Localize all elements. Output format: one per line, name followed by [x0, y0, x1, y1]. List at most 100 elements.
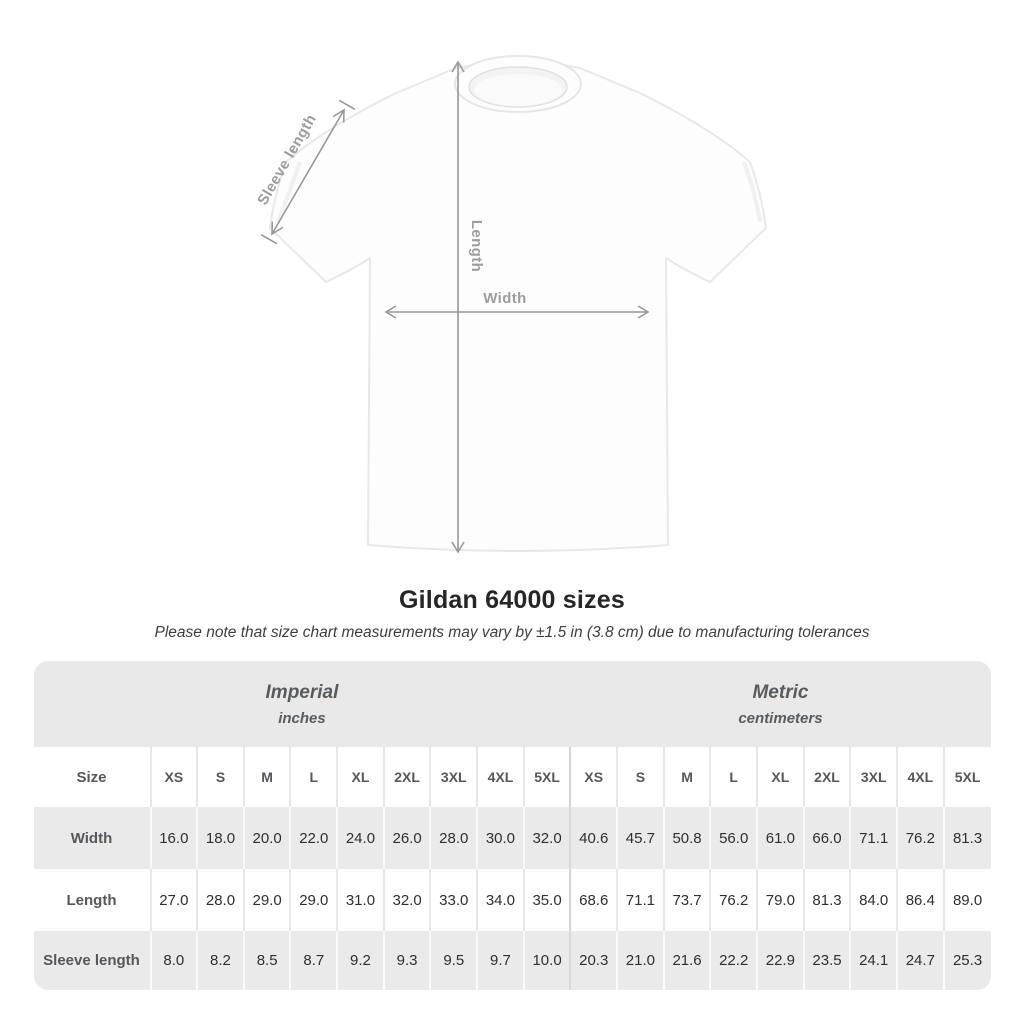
- value-cell: 24.7: [896, 931, 944, 990]
- value-cell: 76.2: [896, 807, 944, 869]
- value-cell: 56.0: [709, 807, 758, 869]
- value-cell: 8.5: [242, 931, 291, 990]
- value-cell: 35.0: [522, 869, 571, 931]
- value-cell: 23.5: [802, 931, 851, 990]
- value-cell: 16.0: [149, 807, 198, 869]
- value-cell: 22.9: [756, 931, 804, 990]
- value-cell: 79.0: [756, 869, 804, 931]
- table-row: Width 16.0 18.0 20.0 22.0 24.0 26.0 28.0 30.0 32.…: [33, 807, 991, 869]
- tshirt-image: Sleeve length Length Width: [254, 55, 767, 554]
- value-cell: 21.0: [616, 931, 664, 990]
- page-title: Gildan 64000 sizes: [399, 586, 625, 614]
- value-cell: 24.1: [849, 931, 897, 990]
- size-col-header: 3XL: [849, 747, 897, 807]
- size-col-header: 5XL: [522, 747, 571, 807]
- size-col-header: S: [196, 747, 244, 807]
- size-table: Imperial inches Metric centimeters Size …: [33, 661, 991, 990]
- imperial-unit-label: inches: [278, 709, 326, 727]
- value-cell: 8.0: [149, 931, 198, 990]
- value-cell: 32.0: [382, 869, 431, 931]
- value-cell: 71.1: [616, 869, 664, 931]
- value-cell: 81.3: [802, 869, 851, 931]
- table-row: Length 27.0 28.0 29.0 29.0 31.0 32.0 33.0 34.0 35…: [33, 869, 991, 931]
- size-col-header: XL: [756, 747, 804, 807]
- value-cell: 10.0: [522, 931, 571, 990]
- value-cell: 86.4: [896, 869, 944, 931]
- value-cell: 25.3: [942, 931, 991, 990]
- value-cell: 24.0: [336, 807, 384, 869]
- value-cell: 9.2: [336, 931, 384, 990]
- width-label: Width: [483, 290, 527, 307]
- size-header-row: Size XS S M L XL 2XL 3XL 4XL 5XL XS S M L XL 2XL 3XL 4XL…: [33, 747, 991, 807]
- value-cell: 71.1: [849, 807, 897, 869]
- width-arrow: [384, 305, 650, 319]
- value-cell: 8.2: [196, 931, 244, 990]
- value-cell: 61.0: [756, 807, 804, 869]
- value-cell: 28.0: [196, 869, 244, 931]
- metric-label: Metric: [752, 681, 809, 703]
- size-col-header: L: [709, 747, 758, 807]
- size-col-header: XS: [149, 747, 198, 807]
- size-column-header: Size: [33, 747, 151, 807]
- value-cell: 22.0: [289, 807, 338, 869]
- size-col-header: 4XL: [896, 747, 944, 807]
- value-cell: 66.0: [802, 807, 851, 869]
- tshirt-silhouette: [269, 61, 767, 552]
- table-row: Sleeve length 8.0 8.2 8.5 8.7 9.2 9.3 9.5 9.7 10.…: [33, 931, 991, 990]
- value-cell: 9.5: [429, 931, 478, 990]
- value-cell: 18.0: [196, 807, 244, 869]
- collar-back: [474, 74, 562, 106]
- value-cell: 27.0: [149, 869, 198, 931]
- tolerance-note: Please note that size chart measurements…: [154, 624, 870, 641]
- value-cell: 73.7: [662, 869, 711, 931]
- unit-group-row: Imperial inches Metric centimeters: [33, 661, 991, 747]
- imperial-group-header: Imperial inches: [33, 661, 571, 747]
- size-col-header: 3XL: [429, 747, 478, 807]
- caption: Gildan 64000 sizes Please note that size…: [0, 586, 1024, 642]
- value-cell: 32.0: [522, 807, 571, 869]
- value-cell: 31.0: [336, 869, 384, 931]
- value-cell: 9.7: [476, 931, 524, 990]
- metric-group-header: Metric centimeters: [570, 661, 991, 747]
- size-col-header: S: [616, 747, 664, 807]
- value-cell: 89.0: [942, 869, 991, 931]
- value-cell: 81.3: [942, 807, 991, 869]
- value-cell: 40.6: [569, 807, 618, 869]
- value-cell: 33.0: [429, 869, 478, 931]
- imperial-label: Imperial: [265, 681, 339, 703]
- value-cell: 76.2: [709, 869, 758, 931]
- value-cell: 84.0: [849, 869, 897, 931]
- size-col-header: XS: [569, 747, 618, 807]
- row-label: Sleeve length: [33, 931, 151, 990]
- value-cell: 50.8: [662, 807, 711, 869]
- sleeve-fold-shading: [276, 161, 302, 223]
- size-col-header: 2XL: [802, 747, 851, 807]
- shirt-measurement-diagram: Sleeve length Length Width: [254, 55, 767, 554]
- size-col-header: 2XL: [382, 747, 431, 807]
- value-cell: 28.0: [429, 807, 478, 869]
- value-cell: 30.0: [476, 807, 524, 869]
- value-cell: 29.0: [289, 869, 338, 931]
- size-col-header: 5XL: [942, 747, 991, 807]
- length-label: Length: [468, 220, 485, 272]
- value-cell: 21.6: [662, 931, 711, 990]
- value-cell: 9.3: [382, 931, 431, 990]
- value-cell: 68.6: [569, 869, 618, 931]
- row-label: Length: [33, 869, 151, 931]
- size-col-header: 4XL: [476, 747, 524, 807]
- value-cell: 20.3: [569, 931, 618, 990]
- value-cell: 29.0: [242, 869, 291, 931]
- row-label: Width: [33, 807, 151, 869]
- value-cell: 26.0: [382, 807, 431, 869]
- length-arrow: [451, 60, 465, 554]
- value-cell: 22.2: [709, 931, 758, 990]
- value-cell: 8.7: [289, 931, 338, 990]
- size-col-header: L: [289, 747, 338, 807]
- metric-unit-label: centimeters: [738, 709, 823, 727]
- sleeve-fold-shading: [742, 161, 762, 223]
- size-col-header: XL: [336, 747, 384, 807]
- value-cell: 34.0: [476, 869, 524, 931]
- value-cell: 45.7: [616, 807, 664, 869]
- size-col-header: M: [662, 747, 711, 807]
- size-col-header: M: [242, 747, 291, 807]
